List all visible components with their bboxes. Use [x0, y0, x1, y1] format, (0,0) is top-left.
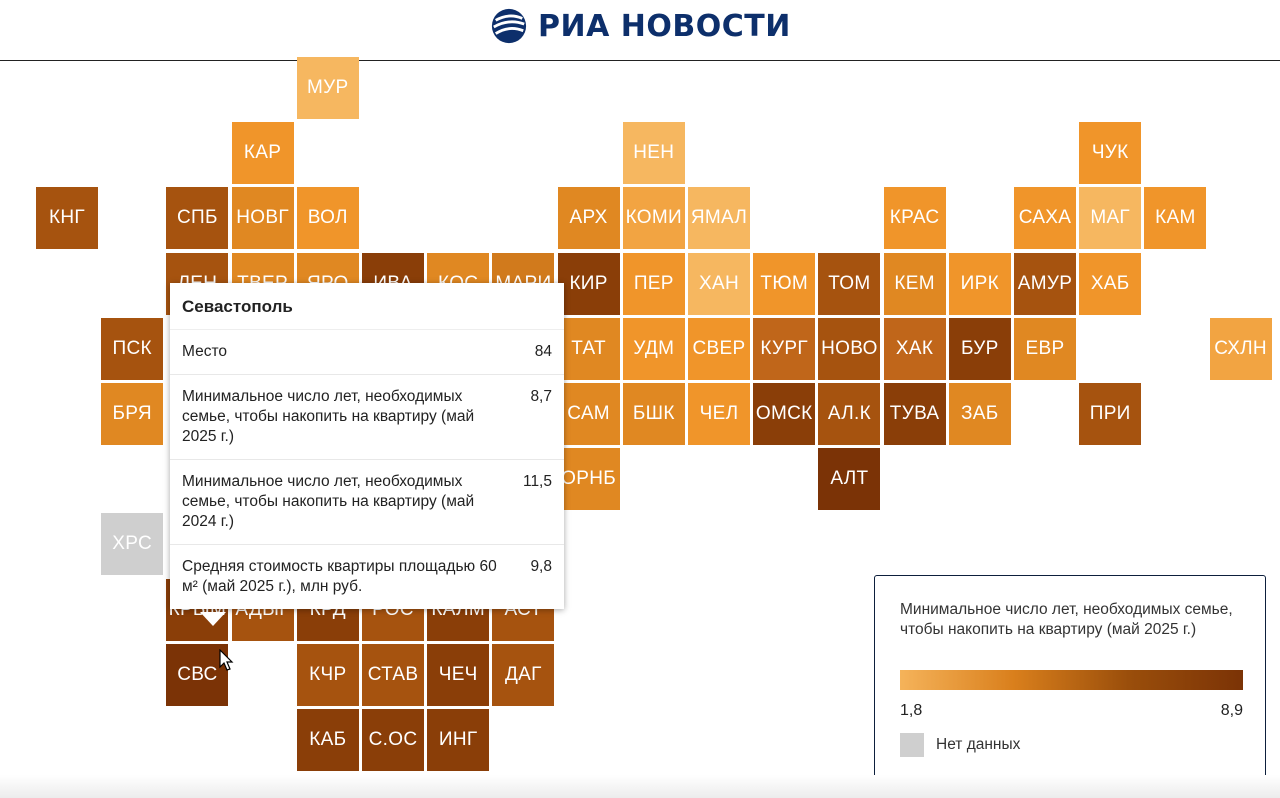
region-tile-КОМИ[interactable]: КОМИ — [622, 187, 685, 250]
region-tile-ВОЛ[interactable]: ВОЛ — [296, 187, 359, 250]
region-tile-КНГ[interactable]: КНГ — [36, 187, 98, 250]
tooltip-row-label: Средняя стоимость квартиры площадью 60 м… — [182, 558, 497, 595]
ria-globe-icon — [491, 8, 527, 44]
region-tile-КЕМ[interactable]: КЕМ — [883, 252, 946, 315]
bottom-fade — [0, 775, 1280, 798]
mouse-cursor-icon — [219, 649, 234, 671]
tooltip-row-years-2025: Минимальное число лет, необходимых семье… — [170, 375, 564, 460]
region-tile-СВС[interactable]: СВС — [166, 643, 229, 706]
tooltip-row-value: 9,8 — [530, 558, 552, 575]
region-tile-ТЮМ[interactable]: ТЮМ — [753, 252, 816, 315]
region-tile-КИР[interactable]: КИР — [557, 252, 620, 315]
tooltip-pointer — [200, 612, 226, 626]
legend-color-scale — [900, 670, 1243, 690]
legend-min-value: 1,8 — [900, 702, 923, 719]
region-tile-САХА[interactable]: САХА — [1014, 187, 1076, 250]
region-tile-НЕН[interactable]: НЕН — [622, 122, 685, 185]
region-tile-КЧР[interactable]: КЧР — [296, 643, 359, 706]
region-tile-С.ОС[interactable]: С.ОС — [362, 709, 424, 771]
tooltip-row-label: Минимальное число лет, необходимых семье… — [182, 473, 475, 530]
region-tile-ТАТ[interactable]: ТАТ — [557, 317, 620, 380]
region-tile-ПЕР[interactable]: ПЕР — [622, 252, 685, 315]
region-tile-ИРК[interactable]: ИРК — [948, 252, 1011, 315]
region-tile-ХАН[interactable]: ХАН — [688, 252, 750, 315]
region-tile-НОВГ[interactable]: НОВГ — [231, 187, 294, 250]
region-tile-БУР[interactable]: БУР — [948, 317, 1011, 380]
region-tile-КАМ[interactable]: КАМ — [1144, 187, 1207, 250]
tooltip-row-label: Место — [182, 343, 228, 360]
region-tile-ТОМ[interactable]: ТОМ — [818, 252, 881, 315]
region-tooltip: Севастополь Место 84 Минимальное число л… — [170, 283, 564, 609]
region-tile-ПСК[interactable]: ПСК — [101, 317, 164, 380]
tooltip-row-price: Средняя стоимость квартиры площадью 60 м… — [170, 545, 564, 609]
ria-novosti-logo[interactable]: РИА НОВОСТИ — [490, 6, 791, 46]
region-tile-ИНГ[interactable]: ИНГ — [427, 709, 490, 771]
region-tile-ПРИ[interactable]: ПРИ — [1079, 383, 1142, 445]
region-tile-ХРС[interactable]: ХРС — [101, 513, 164, 576]
region-tile-УДМ[interactable]: УДМ — [622, 317, 685, 380]
region-tile-ЧЕЧ[interactable]: ЧЕЧ — [427, 643, 490, 706]
region-tile-БРЯ[interactable]: БРЯ — [101, 383, 164, 445]
region-tile-АРХ[interactable]: АРХ — [557, 187, 620, 250]
tooltip-row-value: 8,7 — [530, 388, 552, 405]
region-tile-КАБ[interactable]: КАБ — [296, 709, 359, 771]
region-tile-ОМСК[interactable]: ОМСК — [753, 383, 816, 445]
map-legend: Минимальное число лет, необходимых семье… — [874, 575, 1266, 781]
header: РИА НОВОСТИ — [0, 0, 1280, 61]
region-tile-ЯМАЛ[interactable]: ЯМАЛ — [688, 187, 750, 250]
region-tile-ХАБ[interactable]: ХАБ — [1079, 252, 1142, 315]
legend-no-data-label: Нет данных — [936, 736, 1021, 753]
region-tile-ЧЕЛ[interactable]: ЧЕЛ — [688, 383, 750, 445]
region-tile-САМ[interactable]: САМ — [557, 383, 620, 445]
region-tile-НОВО[interactable]: НОВО — [818, 317, 881, 380]
region-tile-МУР[interactable]: МУР — [296, 57, 359, 119]
logo-text: РИА НОВОСТИ — [538, 8, 791, 44]
region-tile-АМУР[interactable]: АМУР — [1014, 252, 1076, 315]
region-tile-ДАГ[interactable]: ДАГ — [492, 643, 555, 706]
region-tile-СТАВ[interactable]: СТАВ — [362, 643, 424, 706]
region-tile-СВЕР[interactable]: СВЕР — [688, 317, 750, 380]
region-tile-БШК[interactable]: БШК — [622, 383, 685, 445]
tooltip-row-value: 11,5 — [522, 473, 552, 490]
region-tile-ЧУК[interactable]: ЧУК — [1079, 122, 1142, 185]
region-tile-ХАК[interactable]: ХАК — [883, 317, 946, 380]
region-tile-ЕВР[interactable]: ЕВР — [1014, 317, 1076, 380]
tooltip-row-value: 84 — [534, 343, 552, 360]
tooltip-row-label: Минимальное число лет, необходимых семье… — [182, 388, 475, 445]
region-tile-ОРНБ[interactable]: ОРНБ — [557, 448, 620, 511]
region-tile-КАР[interactable]: КАР — [231, 122, 294, 185]
tooltip-title: Севастополь — [170, 283, 564, 330]
tooltip-row-rank: Место 84 — [170, 330, 564, 375]
region-tile-АЛТ[interactable]: АЛТ — [818, 448, 881, 511]
region-tile-ТУВА[interactable]: ТУВА — [883, 383, 946, 445]
legend-no-data-swatch — [900, 733, 924, 757]
region-tile-АЛ.К[interactable]: АЛ.К — [818, 383, 881, 445]
region-tile-СПБ[interactable]: СПБ — [166, 187, 229, 250]
region-tile-КУРГ[interactable]: КУРГ — [753, 317, 816, 380]
region-tile-ЗАБ[interactable]: ЗАБ — [948, 383, 1011, 445]
region-tile-СХЛН[interactable]: СХЛН — [1209, 317, 1272, 380]
region-tile-КРАС[interactable]: КРАС — [883, 187, 946, 250]
legend-max-value: 8,9 — [1220, 702, 1243, 719]
legend-title: Минимальное число лет, необходимых семье… — [900, 601, 1233, 638]
region-tile-МАГ[interactable]: МАГ — [1079, 187, 1142, 250]
tooltip-row-years-2024: Минимальное число лет, необходимых семье… — [170, 460, 564, 545]
